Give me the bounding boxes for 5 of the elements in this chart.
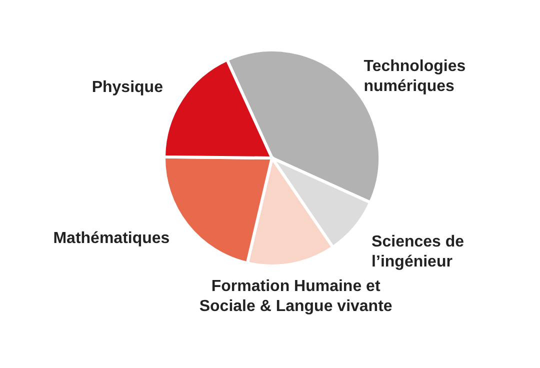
- slice-label: Formation Humaine et Sociale & Langue vivante: [199, 278, 392, 315]
- slice-label: Mathématiques: [53, 230, 170, 248]
- slice-label: Technologies numériques: [364, 58, 466, 95]
- slice-label: Sciences de l’ingénieur: [372, 234, 464, 271]
- slice-label: Physique: [92, 79, 164, 96]
